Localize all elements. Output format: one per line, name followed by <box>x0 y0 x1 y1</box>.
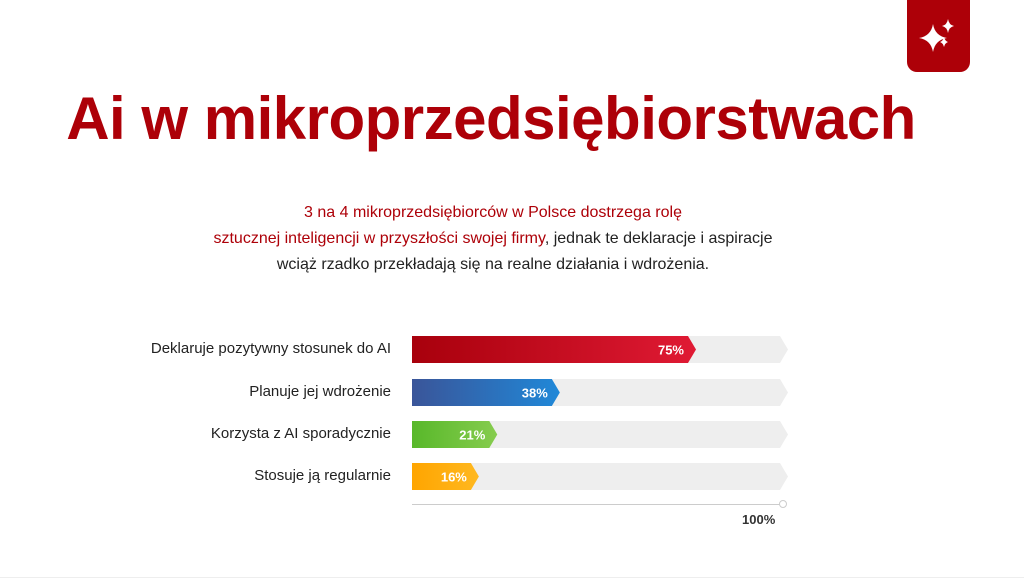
category-label: Planuje jej wdrożenie <box>249 383 391 400</box>
bar-row: 21% <box>412 421 788 448</box>
sparkles-icon <box>919 19 954 52</box>
bar-row: 38% <box>412 379 788 406</box>
bar-value-label: 16% <box>441 470 467 485</box>
bar <box>412 463 479 490</box>
x-axis-max-label: 100% <box>742 512 776 527</box>
x-axis-end-marker <box>779 500 787 508</box>
subtitle-highlight-2: sztucznej inteligencji w przyszłości swo… <box>213 230 545 247</box>
subtitle-highlight-1: 3 na 4 mikroprzedsiębiorców w Polsce dos… <box>304 204 682 221</box>
category-label: Stosuje ją regularnie <box>254 467 391 484</box>
bar-track <box>412 463 788 490</box>
bar-row: 16% <box>412 463 788 490</box>
logo-badge <box>907 0 970 72</box>
bar-value-label: 75% <box>658 343 684 358</box>
subtitle: 3 na 4 mikroprzedsiębiorców w Polsce dos… <box>0 200 986 278</box>
bar-track <box>412 421 788 448</box>
subtitle-text-2: , jednak te deklaracje i aspiracje <box>544 230 773 247</box>
bar <box>412 421 498 448</box>
divider <box>0 577 1024 578</box>
bar <box>412 336 696 363</box>
bar-value-label: 21% <box>459 428 485 443</box>
bar <box>412 379 560 406</box>
bar-row: 75% <box>412 336 788 363</box>
x-axis-line <box>412 504 780 505</box>
subtitle-text-3: wciąż rzadko przekładają się na realne d… <box>276 256 710 273</box>
bar-value-label: 38% <box>522 386 548 401</box>
page-title: Ai w mikroprzedsiębiorstwach <box>66 85 916 152</box>
category-label: Korzysta z AI sporadycznie <box>210 425 391 442</box>
category-label: Deklaruje pozytywny stosunek do AI <box>150 340 391 357</box>
